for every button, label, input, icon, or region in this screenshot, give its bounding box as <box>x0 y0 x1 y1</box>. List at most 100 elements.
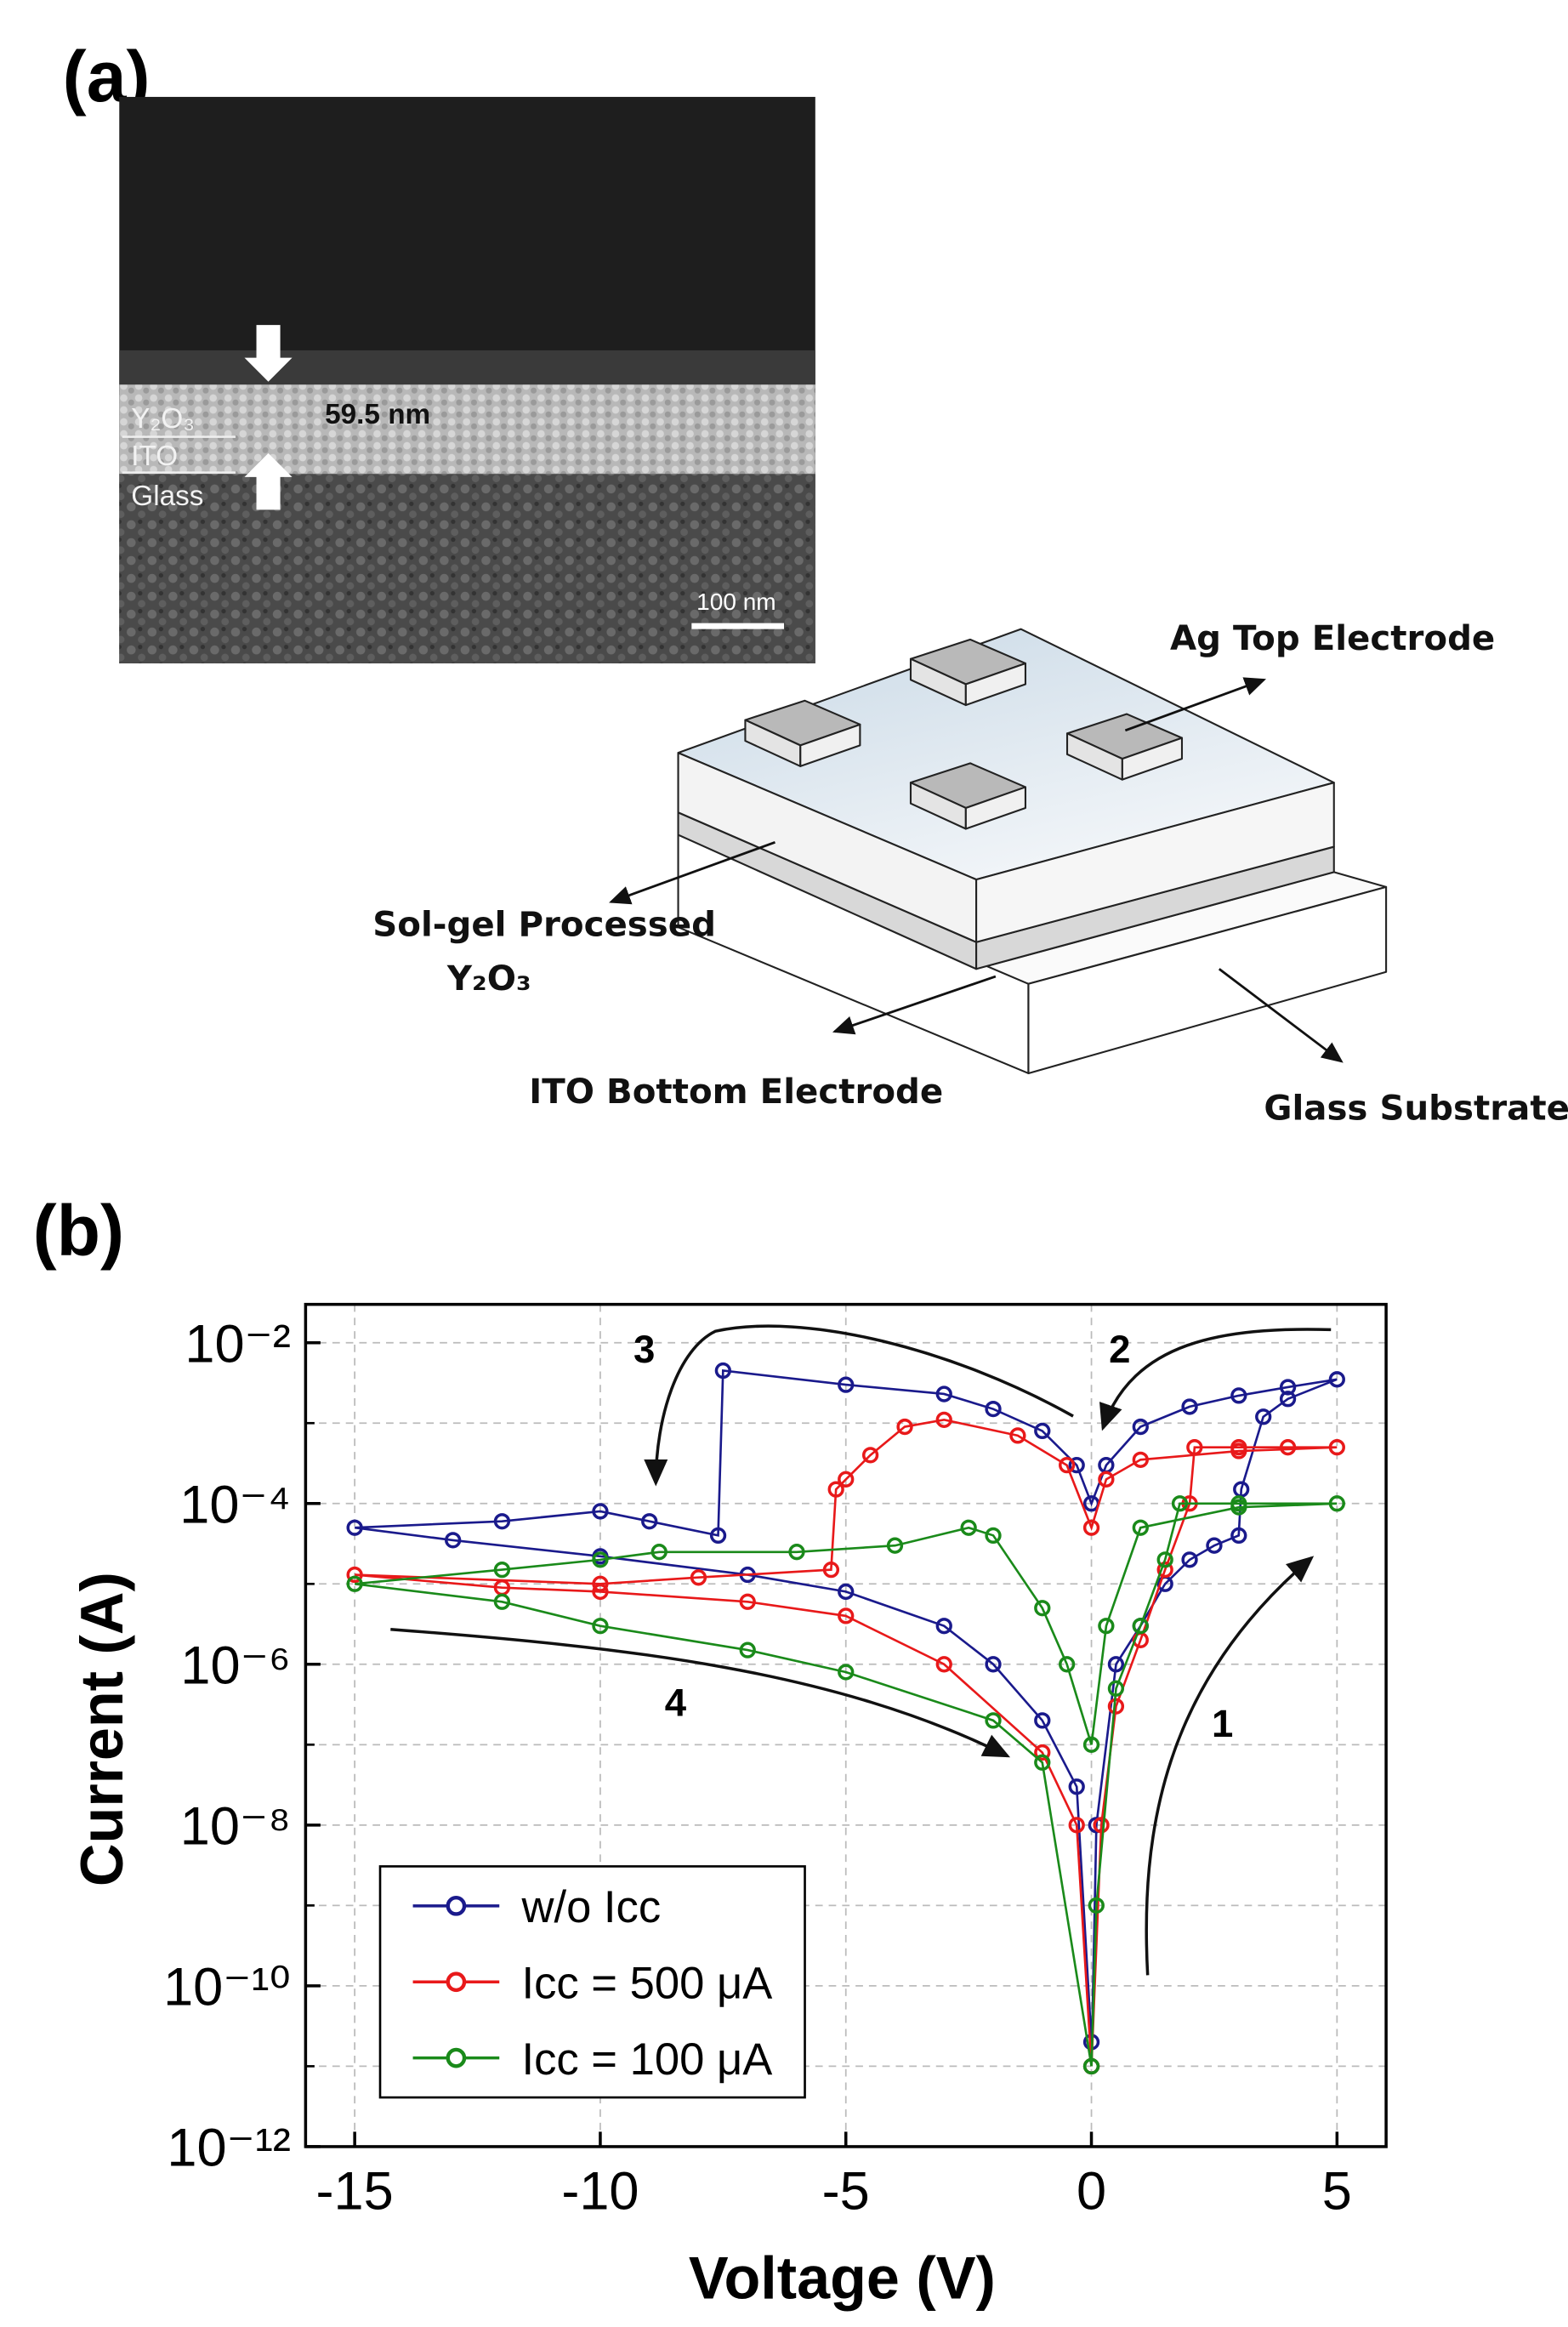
y-tick-label: 10⁻⁸ <box>180 1797 291 1857</box>
data-point <box>1255 1408 1272 1425</box>
data-point <box>985 1712 1002 1729</box>
annotation: 2 <box>1109 1328 1130 1371</box>
data-point <box>960 1519 977 1536</box>
data-point <box>985 1656 1002 1673</box>
annotation: 3 <box>633 1328 655 1371</box>
legend-marker <box>446 1896 467 1916</box>
data-point <box>827 1481 844 1498</box>
data-point <box>985 1400 1002 1418</box>
legend-marker <box>446 2047 467 2068</box>
data-point <box>1034 1744 1051 1761</box>
data-point <box>1328 1371 1345 1388</box>
data-point <box>838 1607 855 1624</box>
y-tick-label: 10⁻¹² <box>167 2119 290 2178</box>
schematic-label: Ag Top Electrode <box>1170 618 1495 658</box>
data-point <box>1034 1754 1051 1771</box>
x-tick-label: -5 <box>822 2162 870 2222</box>
schematic-arrows <box>609 677 1344 1063</box>
data-point <box>886 1537 904 1554</box>
sem-image <box>119 96 815 663</box>
data-point <box>493 1562 511 1579</box>
data-point <box>1132 1618 1149 1635</box>
data-point <box>1093 1817 1110 1834</box>
legend-marker <box>446 1971 467 1993</box>
data-point <box>1098 1618 1115 1635</box>
data-point <box>1068 1778 1085 1795</box>
data-point <box>838 1376 855 1393</box>
data-point <box>1098 1471 1115 1488</box>
data-point <box>1132 1418 1149 1436</box>
data-point <box>838 1471 855 1488</box>
data-point <box>1279 1439 1297 1456</box>
data-point <box>935 1411 952 1428</box>
data-point <box>592 1583 609 1601</box>
data-point <box>1230 1442 1247 1459</box>
sem-thickness: 59.5 nm <box>325 399 430 430</box>
y-axis-label: Current (A) <box>69 1572 135 1886</box>
data-point <box>1171 1495 1189 1512</box>
data-point <box>1068 1457 1085 1474</box>
sem-layer: Y₂O₃ <box>131 403 195 435</box>
data-point <box>1279 1391 1297 1408</box>
data-point <box>592 1575 609 1592</box>
data-point <box>1034 1600 1051 1617</box>
data-point <box>346 1575 363 1592</box>
annotation: 1 <box>1212 1702 1233 1745</box>
data-point <box>709 1527 727 1545</box>
sem-scale-bar: 100 nm <box>696 589 775 615</box>
data-point <box>1034 1712 1051 1729</box>
data-point <box>1107 1656 1125 1673</box>
y-tick-label: 10⁻⁴ <box>179 1476 291 1535</box>
data-point <box>592 1503 609 1520</box>
legend-label: w/o Icc <box>521 1882 662 1932</box>
data-point <box>1181 1551 1198 1568</box>
series-line <box>355 1418 1338 2067</box>
data-point <box>838 1664 855 1681</box>
legend-label: Icc = 500 μA <box>522 1959 773 2009</box>
x-tick-label: 5 <box>1322 2162 1352 2222</box>
schematic-label: Y₂O₃ <box>446 959 531 999</box>
x-axis-label: Voltage (V) <box>689 2245 996 2312</box>
data-point <box>838 1583 855 1601</box>
data-point <box>1186 1439 1203 1456</box>
data-point <box>1034 1422 1051 1440</box>
data-point <box>1328 1495 1345 1512</box>
data-point <box>445 1532 462 1549</box>
data-point <box>1082 1736 1100 1753</box>
sweep-arrows <box>390 1324 1332 1976</box>
data-point <box>592 1551 609 1568</box>
sem-layer: ITO <box>131 441 178 472</box>
data-point <box>346 1519 363 1536</box>
data-point <box>1279 1379 1297 1396</box>
x-tick-label: -15 <box>316 2162 394 2222</box>
data-point <box>935 1385 952 1402</box>
annotation: 4 <box>665 1681 687 1724</box>
data-point <box>1082 2057 1100 2075</box>
x-tick-label: -10 <box>561 2162 639 2222</box>
data-point <box>493 1593 511 1610</box>
data-point <box>714 1362 731 1380</box>
data-point <box>822 1562 840 1579</box>
data-point <box>592 1618 609 1635</box>
plot-frame <box>304 1302 1388 2148</box>
schematic-label: Sol-gel Processed <box>372 905 716 945</box>
data-point <box>1206 1537 1223 1554</box>
data-point <box>788 1544 805 1561</box>
data-point <box>985 1527 1002 1545</box>
sem-layer: Glass <box>131 481 203 512</box>
schematic-label: ITO Bottom Electrode <box>529 1072 943 1112</box>
data-point <box>346 1566 363 1584</box>
data-point <box>1059 1656 1076 1673</box>
data-point <box>1156 1562 1173 1579</box>
series-line <box>355 1368 1338 2067</box>
data-point <box>935 1656 952 1673</box>
data-point <box>861 1447 879 1464</box>
data-point <box>1082 1519 1100 1536</box>
data-point <box>650 1544 668 1561</box>
legend-label: Icc = 100 μA <box>522 2034 773 2085</box>
data-point <box>935 1618 952 1635</box>
data-point <box>1230 1499 1247 1516</box>
data-point <box>739 1593 756 1610</box>
